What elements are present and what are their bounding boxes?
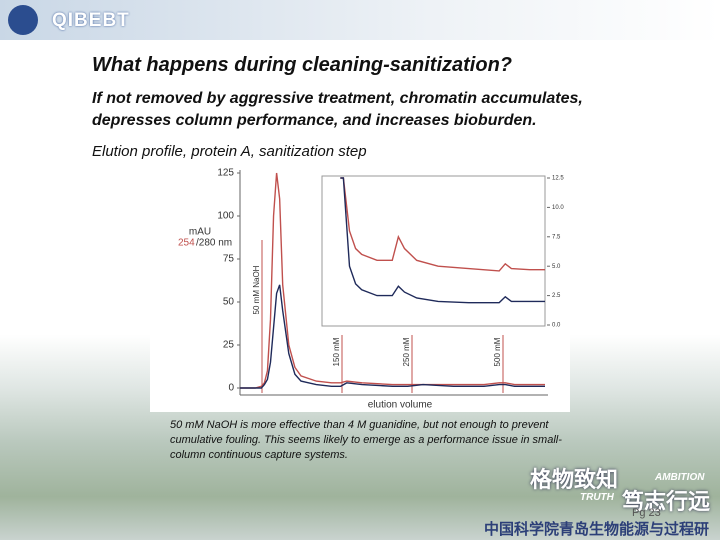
x-axis-label: elution volume [368, 400, 433, 411]
y-tick-label: 75 [223, 254, 235, 265]
y-tick-label: 50 [223, 297, 235, 308]
y-tick-label: 100 [217, 211, 234, 222]
title: What happens during cleaning-sanitizatio… [92, 54, 513, 76]
logo-text: QIBEBT [52, 10, 130, 31]
y-tick-label: 7.5 [552, 234, 561, 240]
motto-en: AMBITION [655, 472, 705, 483]
y-tick-label: 12.5 [552, 176, 564, 182]
annotation: 250 mM [402, 337, 411, 366]
annotation: 150 mM [332, 337, 341, 366]
y-tick-label: 25 [223, 340, 235, 351]
series-line [240, 172, 545, 389]
page-number: Pg 23 [632, 507, 661, 519]
series-line [240, 284, 545, 389]
y-tick-label: 0 [228, 383, 234, 394]
y-tick-label: 5.0 [552, 264, 561, 270]
motto-en: TRUTH [580, 492, 614, 503]
y-axis-label: 254 [178, 238, 195, 249]
y-axis-label: mAU [189, 227, 211, 238]
note: 50 mM NaOH is more effective than 4 M gu… [170, 419, 562, 461]
inset-frame [321, 175, 546, 327]
y-tick-label: 0.0 [552, 323, 561, 329]
header-band [0, 0, 720, 40]
y-tick-label: 125 [217, 168, 234, 179]
motto: 笃志行远 [622, 489, 711, 514]
y-tick-label: 2.5 [552, 293, 561, 299]
institute: 中国科学院青岛生物能源与过程研究所 [484, 521, 710, 538]
caption: Elution profile, protein A, sanitization… [92, 143, 367, 160]
y-axis-label: /280 nm [196, 238, 232, 249]
series-line [340, 177, 545, 304]
subtitle: If not removed by aggressive treatment, … [92, 90, 583, 129]
logo-emblem [8, 5, 38, 35]
motto: 格物致知 [530, 467, 619, 492]
annotation: 500 mM [493, 337, 502, 366]
annotation: 50 mM NaOH [252, 265, 261, 314]
series-line [340, 177, 545, 272]
y-tick-label: 10.0 [552, 205, 564, 211]
